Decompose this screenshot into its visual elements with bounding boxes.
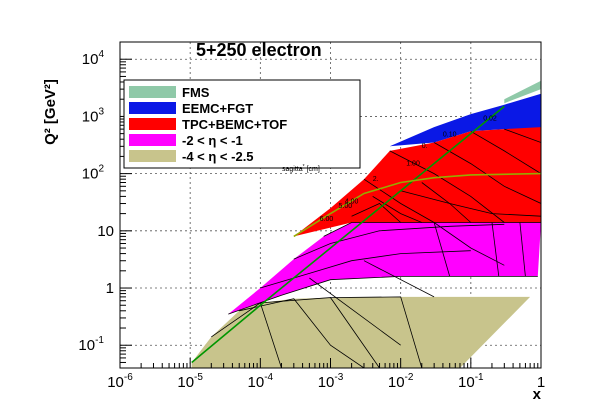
x-tick-label: 10-1 [458,372,484,391]
mesh-line [504,128,541,143]
sagitta-unit: [cm] [307,166,320,173]
mesh-line [323,222,541,237]
legend-label: TPC+BEMC+TOF [182,117,287,132]
x-tick-label: 10-2 [388,372,414,391]
axes: 10-6 10-5 10-4 10-3 10-2 10-1 1 10-1 1 10 102 103 10… [78,49,545,391]
legend-swatch [129,134,176,146]
y-tick-label: 10-1 [78,335,104,354]
x-axis-label: x [533,386,542,403]
x-tick-label: 10-5 [177,372,203,391]
legend-swatch [129,118,176,130]
sagitta-label: 0.10 [443,131,457,138]
legend-label: -2 < η < -1 [182,133,243,148]
mesh-line [433,222,451,277]
region-4-2-5 [191,296,531,368]
sagitta-label: 0.02 [483,115,497,122]
legend-label: -4 < η < -2.5 [182,149,254,164]
region-fms [504,80,541,104]
legend-label: FMS [182,85,210,100]
mesh-line [239,298,365,368]
legend-swatch [129,150,176,162]
legend-swatch [129,86,176,98]
region-2-1 [228,222,541,315]
y-tick-label: 102 [82,164,105,183]
mesh-line [400,190,541,217]
y-tick-label: 1 [106,280,114,297]
mesh-line [330,296,423,368]
mesh-line [309,277,401,346]
mesh-line [351,203,401,223]
coverage-regions [191,80,541,368]
mesh-line [491,222,500,277]
boundary-line [191,105,505,364]
chart-title: 5+250 electron [196,40,322,60]
sagitta-label: 4.00 [345,199,359,206]
y-tick-label: 10 [97,223,114,240]
boundary-line [293,172,541,238]
legend-label: EEMC+FGT [182,101,253,116]
y-tick-label: 104 [82,49,105,68]
mesh-line [363,260,435,298]
sagitta-note: sagitta* [cm] [282,164,320,173]
sagitta-label: 6.00 [320,216,334,223]
x-tick-label: 10-6 [107,372,133,391]
sagitta-title: sagitta [282,166,303,173]
sagitta-label: 1.00 [406,160,420,167]
sagitta-contour-labels: 0.02 0.10 0. 1.00 2. 4.005.00 6.00 [320,115,497,222]
sagitta-label: 2. [373,176,379,183]
mesh-line [519,222,526,277]
y-tick-label: 103 [82,106,105,125]
legend-swatch [129,102,176,114]
mesh-line [389,150,505,223]
mesh-line [293,223,505,260]
x-tick-label: 10-4 [248,372,274,391]
x-tick-label: 1 [537,374,545,391]
mesh-line [470,130,541,174]
sagitta-label: 0. [422,143,428,150]
kinematic-boundaries [191,105,541,364]
mesh-line [372,196,422,223]
region-tpc-bemc-tof [293,127,541,237]
mesh-line [421,182,472,223]
x-tick-label: 10-3 [318,372,344,391]
sagitta-label: 5.00 [338,203,352,210]
y-axis-label: Q² [GeV²] [42,79,59,145]
